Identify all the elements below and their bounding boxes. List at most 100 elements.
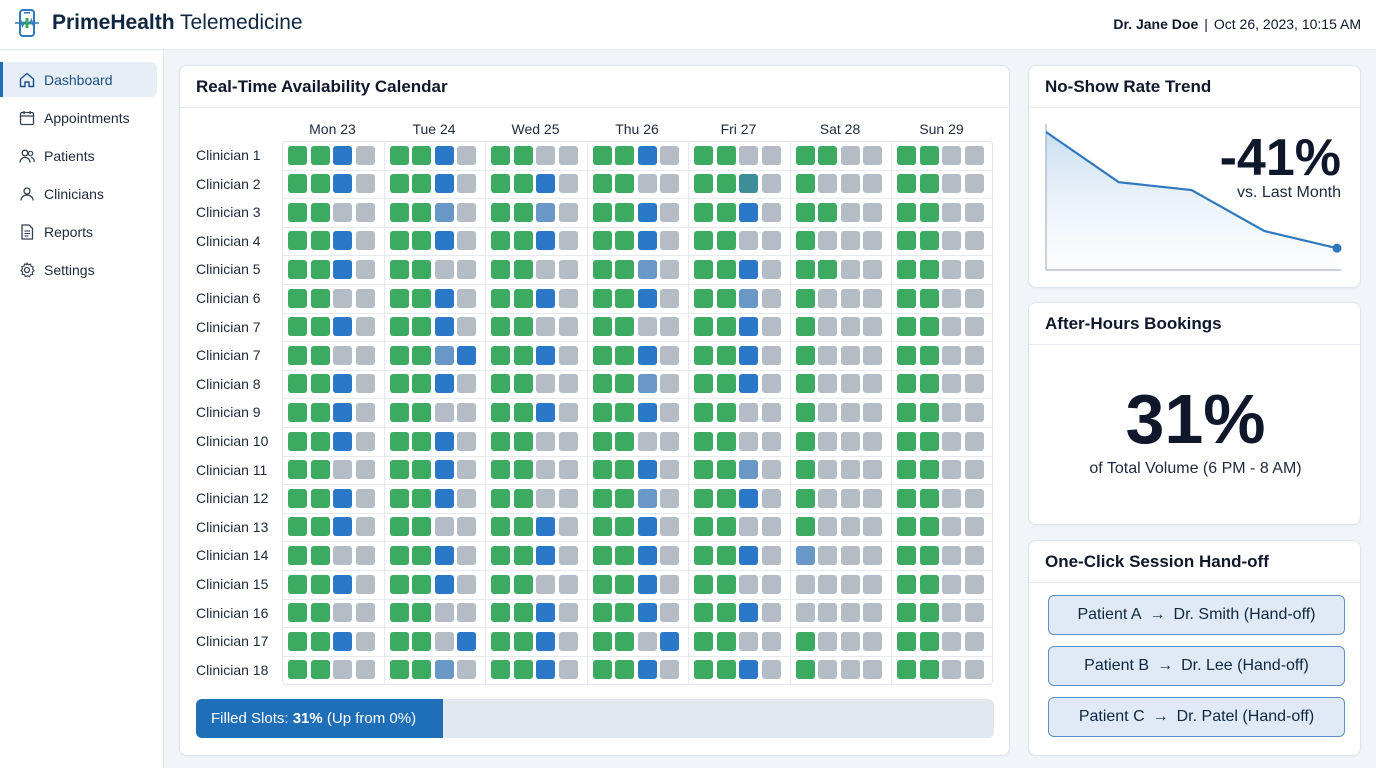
time-slot-unavailable[interactable] <box>355 374 375 394</box>
time-slot-unavailable[interactable] <box>558 202 578 222</box>
time-slot-unavailable[interactable] <box>942 259 961 279</box>
time-slot-unavailable[interactable] <box>558 345 578 365</box>
time-slot-available[interactable] <box>412 345 431 365</box>
time-slot-unavailable[interactable] <box>355 631 375 651</box>
time-slot-available[interactable] <box>412 460 431 480</box>
time-slot-unavailable[interactable] <box>434 603 454 623</box>
time-slot-available[interactable] <box>615 231 634 251</box>
time-slot-available[interactable] <box>919 402 939 422</box>
time-slot-booked[interactable] <box>434 231 454 251</box>
time-slot-unavailable[interactable] <box>660 317 679 337</box>
time-slot-unavailable[interactable] <box>761 603 781 623</box>
time-slot-unavailable[interactable] <box>457 460 476 480</box>
time-slot-available[interactable] <box>919 231 939 251</box>
time-slot-available[interactable] <box>716 545 736 565</box>
time-slot-available[interactable] <box>389 517 409 537</box>
time-slot-unavailable[interactable] <box>536 374 555 394</box>
time-slot-unavailable[interactable] <box>457 202 476 222</box>
time-slot-available[interactable] <box>412 402 431 422</box>
time-slot-unavailable[interactable] <box>558 402 578 422</box>
time-slot-available[interactable] <box>389 231 409 251</box>
time-slot-unavailable[interactable] <box>964 545 984 565</box>
time-slot-booked[interactable] <box>457 631 476 651</box>
time-slot-unavailable[interactable] <box>536 460 555 480</box>
time-slot-unavailable[interactable] <box>840 545 860 565</box>
time-slot-available[interactable] <box>592 145 612 165</box>
time-slot-available[interactable] <box>897 631 916 651</box>
time-slot-unavailable[interactable] <box>355 574 375 594</box>
time-slot-available[interactable] <box>795 631 815 651</box>
time-slot-unavailable[interactable] <box>840 660 860 680</box>
time-slot-available[interactable] <box>491 631 510 651</box>
time-slot-available[interactable] <box>288 202 307 222</box>
time-slot-unavailable[interactable] <box>558 288 578 308</box>
time-slot-unavailable[interactable] <box>818 317 837 337</box>
time-slot-unavailable[interactable] <box>457 374 476 394</box>
time-slot-unavailable[interactable] <box>558 574 578 594</box>
time-slot-unavailable[interactable] <box>333 345 352 365</box>
time-slot-available[interactable] <box>694 488 713 508</box>
time-slot-unavailable[interactable] <box>942 145 961 165</box>
time-slot-available[interactable] <box>513 402 533 422</box>
time-slot-unavailable[interactable] <box>739 231 758 251</box>
time-slot-available[interactable] <box>615 345 634 365</box>
time-slot-available[interactable] <box>412 288 431 308</box>
time-slot-unavailable[interactable] <box>942 431 961 451</box>
sidebar-item-patients[interactable]: Patients <box>0 138 157 173</box>
time-slot-available[interactable] <box>818 259 837 279</box>
time-slot-unavailable[interactable] <box>964 517 984 537</box>
time-slot-in-session[interactable] <box>739 174 758 194</box>
time-slot-booked[interactable] <box>333 145 352 165</box>
time-slot-available[interactable] <box>389 431 409 451</box>
time-slot-available[interactable] <box>592 231 612 251</box>
time-slot-available[interactable] <box>310 545 330 565</box>
time-slot-unavailable[interactable] <box>863 517 882 537</box>
time-slot-unavailable[interactable] <box>840 231 860 251</box>
time-slot-available[interactable] <box>288 574 307 594</box>
time-slot-available[interactable] <box>694 574 713 594</box>
time-slot-booked[interactable] <box>536 603 555 623</box>
time-slot-available[interactable] <box>389 402 409 422</box>
time-slot-available[interactable] <box>288 631 307 651</box>
time-slot-available[interactable] <box>592 174 612 194</box>
time-slot-available[interactable] <box>288 374 307 394</box>
time-slot-booked[interactable] <box>739 603 758 623</box>
time-slot-booked[interactable] <box>434 431 454 451</box>
time-slot-unavailable[interactable] <box>457 259 476 279</box>
time-slot-available[interactable] <box>615 545 634 565</box>
time-slot-booked[interactable] <box>333 402 352 422</box>
time-slot-booked[interactable] <box>457 345 476 365</box>
time-slot-available[interactable] <box>592 402 612 422</box>
time-slot-available[interactable] <box>897 145 916 165</box>
time-slot-booked[interactable] <box>637 460 657 480</box>
time-slot-available[interactable] <box>795 488 815 508</box>
time-slot-available[interactable] <box>389 145 409 165</box>
time-slot-unavailable[interactable] <box>964 631 984 651</box>
time-slot-unavailable[interactable] <box>457 288 476 308</box>
time-slot-booked[interactable] <box>333 317 352 337</box>
time-slot-available[interactable] <box>694 431 713 451</box>
time-slot-available[interactable] <box>694 174 713 194</box>
time-slot-available[interactable] <box>288 145 307 165</box>
time-slot-unavailable[interactable] <box>761 402 781 422</box>
time-slot-available[interactable] <box>897 231 916 251</box>
time-slot-available[interactable] <box>310 202 330 222</box>
time-slot-available[interactable] <box>615 631 634 651</box>
time-slot-unavailable[interactable] <box>863 488 882 508</box>
time-slot-available[interactable] <box>919 574 939 594</box>
time-slot-available[interactable] <box>491 259 510 279</box>
time-slot-unavailable[interactable] <box>739 574 758 594</box>
time-slot-booked[interactable] <box>739 317 758 337</box>
time-slot-booked[interactable] <box>660 631 679 651</box>
time-slot-unavailable[interactable] <box>660 460 679 480</box>
time-slot-available[interactable] <box>615 374 634 394</box>
time-slot-unavailable[interactable] <box>942 174 961 194</box>
time-slot-unavailable[interactable] <box>761 259 781 279</box>
time-slot-unavailable[interactable] <box>863 202 882 222</box>
time-slot-available[interactable] <box>513 145 533 165</box>
time-slot-unavailable[interactable] <box>840 345 860 365</box>
time-slot-available[interactable] <box>389 545 409 565</box>
time-slot-available[interactable] <box>592 517 612 537</box>
time-slot-unavailable[interactable] <box>660 202 679 222</box>
time-slot-available[interactable] <box>716 574 736 594</box>
